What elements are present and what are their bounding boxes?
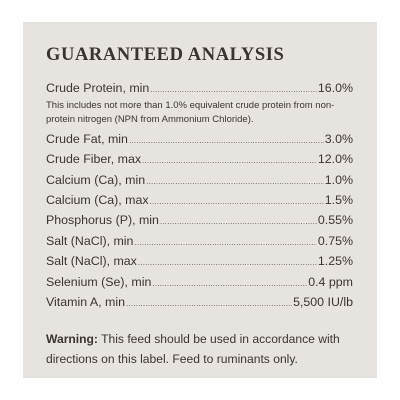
guaranteed-analysis-panel: GUARANTEED ANALYSIS Crude Protein, min 1… bbox=[23, 22, 377, 378]
analysis-row-phosphorus-min: Phosphorus (P), min 0.55% bbox=[46, 211, 353, 231]
dot-leader bbox=[146, 172, 324, 191]
analysis-row-salt-max: Salt (NaCl), max 1.25% bbox=[46, 252, 353, 272]
row-label: Crude Fat, min bbox=[46, 131, 128, 146]
row-value: 0.4 ppm bbox=[308, 274, 353, 289]
row-label: Selenium (Se), min bbox=[46, 274, 152, 289]
warning-text: Warning: This feed should be used in acc… bbox=[46, 330, 353, 369]
dot-leader bbox=[126, 294, 292, 313]
row-value: 3.0% bbox=[324, 131, 353, 146]
warning-label: Warning: bbox=[46, 332, 98, 347]
row-label: Crude Protein, min bbox=[46, 81, 150, 95]
row-value: 12.0% bbox=[317, 152, 353, 167]
row-value: 0.55% bbox=[317, 213, 353, 228]
analysis-row-crude-fiber-max: Crude Fiber, max 12.0% bbox=[46, 150, 353, 170]
row-label: Phosphorus (P), min bbox=[46, 213, 159, 228]
analysis-row-crude-fat-min: Crude Fat, min 3.0% bbox=[46, 130, 353, 150]
row-value: 5,500 IU/lb bbox=[293, 295, 353, 310]
dot-leader bbox=[138, 253, 317, 272]
warning-body: This feed should be used in accordance w… bbox=[46, 332, 340, 366]
row-value: 0.75% bbox=[317, 233, 353, 248]
row-label: Salt (NaCl), min bbox=[46, 233, 134, 248]
analysis-row-calcium-min: Calcium (Ca), min 1.0% bbox=[46, 171, 353, 191]
analysis-row-crude-protein-min: Crude Protein, min 16.0% bbox=[46, 79, 353, 99]
analysis-row-vitamin-a-min: Vitamin A, min 5,500 IU/lb bbox=[46, 293, 353, 313]
dot-leader bbox=[150, 192, 324, 211]
dot-leader bbox=[160, 212, 317, 231]
analysis-row-calcium-max: Calcium (Ca), max 1.5% bbox=[46, 191, 353, 211]
row-value: 1.0% bbox=[324, 172, 353, 187]
dot-leader bbox=[129, 131, 324, 150]
row-value: 16.0% bbox=[317, 81, 353, 95]
row-label: Salt (NaCl), max bbox=[46, 254, 137, 269]
row-label: Vitamin A, min bbox=[46, 295, 125, 310]
panel-title: GUARANTEED ANALYSIS bbox=[46, 45, 285, 65]
dot-leader bbox=[134, 233, 316, 252]
dot-leader bbox=[152, 274, 307, 293]
row-label: Calcium (Ca), min bbox=[46, 172, 146, 187]
dot-leader bbox=[142, 151, 317, 170]
protein-note: This includes not more than 1.0% equival… bbox=[46, 100, 335, 125]
row-value: 1.25% bbox=[317, 254, 353, 269]
row-value: 1.5% bbox=[324, 193, 353, 208]
analysis-row-selenium-min: Selenium (Se), min 0.4 ppm bbox=[46, 273, 353, 293]
dot-leader bbox=[150, 80, 317, 99]
row-label: Calcium (Ca), max bbox=[46, 193, 149, 208]
analysis-row-salt-min: Salt (NaCl), min 0.75% bbox=[46, 232, 353, 252]
row-label: Crude Fiber, max bbox=[46, 152, 142, 167]
